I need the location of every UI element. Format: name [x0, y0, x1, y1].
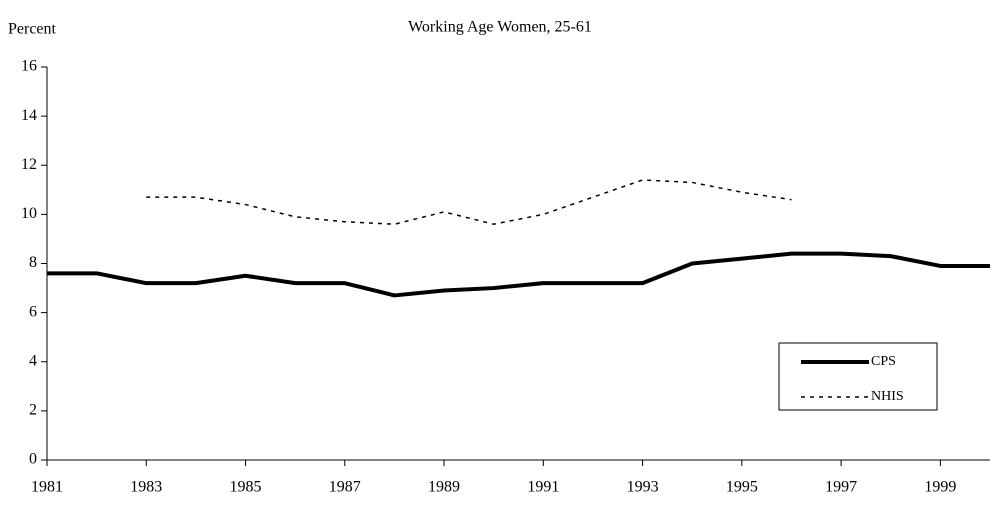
line-series	[146, 179, 792, 225]
legend-label: NHIS	[871, 389, 904, 404]
y-tick-label: 16	[21, 58, 37, 75]
legend-box	[778, 342, 938, 411]
y-tick-label: 10	[21, 205, 37, 222]
legend-label: CPS	[871, 354, 896, 369]
y-tick-label: 2	[29, 402, 37, 419]
x-tick-label: 1981	[31, 479, 63, 496]
y-tick-label: 12	[21, 156, 37, 173]
line-series	[47, 251, 990, 298]
x-tick-label: 1993	[627, 479, 659, 496]
y-tick-label: 0	[29, 451, 37, 468]
y-tick-label: 4	[29, 352, 37, 369]
x-tick-label: 1991	[527, 479, 559, 496]
y-tick-label: 14	[21, 107, 37, 124]
y-axis-label: Percent	[8, 21, 57, 38]
x-tick-label: 1995	[726, 479, 758, 496]
x-tick-label: 1987	[329, 479, 361, 496]
y-tick-label: 8	[29, 254, 37, 271]
x-tick-label: 1989	[428, 479, 460, 496]
x-tick-label: 1999	[924, 479, 956, 496]
x-tick-label: 1997	[825, 479, 857, 496]
x-tick-label: 1983	[130, 479, 162, 496]
y-tick-label: 6	[29, 303, 37, 320]
x-tick-label: 1985	[230, 479, 262, 496]
chart-title: Working Age Women, 25-61	[408, 19, 592, 36]
